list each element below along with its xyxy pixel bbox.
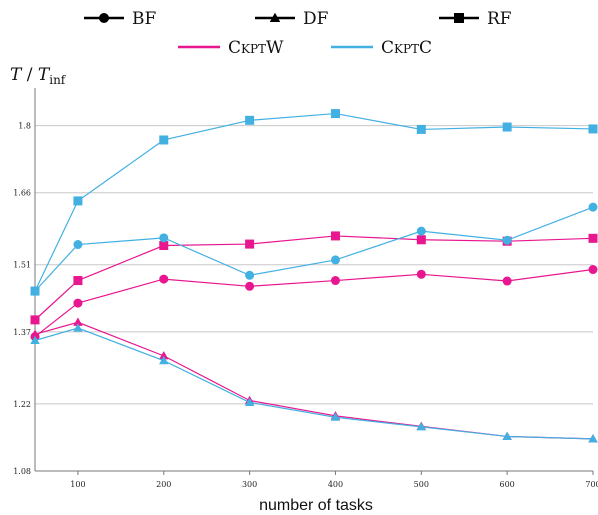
series-ckptc-bf	[30, 202, 598, 296]
data-point	[330, 109, 340, 119]
legend-item-ckptw: CkptW	[178, 38, 284, 58]
data-point	[588, 202, 598, 212]
series	[30, 109, 598, 443]
data-point	[73, 323, 83, 332]
series-line	[34, 206, 594, 292]
legend-item-ckptc: CkptC	[331, 38, 432, 58]
data-point	[245, 270, 255, 280]
data-point	[245, 115, 255, 125]
y-axis-label: T / Tinf	[10, 65, 67, 87]
data-point	[502, 276, 512, 286]
series-ckptc-df	[30, 323, 598, 443]
legend-item-bf: BF	[84, 9, 156, 29]
data-point	[73, 276, 83, 286]
legend-item-rf: RF	[439, 9, 512, 29]
data-point	[330, 255, 340, 265]
legend-item-df: DF	[255, 9, 329, 29]
y-axis-label-base: T	[38, 65, 51, 85]
data-point	[588, 124, 598, 134]
data-point	[244, 397, 255, 406]
legend-label: RF	[487, 9, 512, 29]
x-tick-label: 600	[500, 480, 515, 489]
series-ckptc-rf	[30, 109, 598, 296]
legend-label: CkptC	[381, 38, 432, 58]
data-point	[330, 276, 340, 286]
data-point	[330, 231, 340, 241]
data-point	[30, 335, 40, 345]
data-point	[330, 412, 341, 421]
y-axis-label-main: T	[10, 65, 23, 85]
x-tick-labels: 100 200 300 400 500 600 700	[70, 480, 598, 489]
legend: BF DF RF CkptW CkptC	[84, 9, 512, 58]
data-point	[30, 315, 40, 325]
data-point	[159, 241, 169, 251]
legend-label: BF	[132, 9, 156, 29]
data-point	[245, 281, 255, 291]
data-point	[416, 235, 426, 245]
grid	[35, 125, 593, 405]
series-line	[34, 327, 594, 440]
y-tick-label: 1.22	[13, 400, 31, 409]
data-point	[588, 434, 598, 443]
legend-label: DF	[303, 9, 329, 29]
data-point	[416, 124, 426, 134]
data-point	[416, 226, 426, 236]
data-point	[588, 233, 598, 243]
x-tick-label: 200	[156, 480, 171, 489]
data-point	[73, 317, 83, 326]
x-axis-label: number of tasks	[259, 497, 373, 514]
data-point	[73, 240, 83, 250]
data-point	[159, 233, 169, 243]
data-point	[416, 422, 427, 431]
data-point	[99, 13, 109, 23]
data-point	[30, 286, 40, 296]
y-tick-label: 1.51	[13, 261, 31, 270]
data-point	[502, 122, 512, 132]
series-line	[34, 321, 594, 440]
series-ckptw-rf	[30, 231, 598, 325]
data-point	[159, 135, 169, 145]
data-point	[269, 12, 281, 22]
legend-label: CkptW	[228, 38, 284, 58]
series-line	[34, 112, 594, 292]
x-tick-label: 400	[328, 480, 343, 489]
data-point	[73, 298, 83, 308]
x-tick-label: 700	[585, 480, 598, 489]
series-ckptw-df	[30, 317, 598, 443]
data-point	[30, 329, 40, 338]
y-tick-label: 1.66	[13, 189, 31, 198]
y-tick-label: 1.08	[13, 467, 31, 476]
data-point	[245, 239, 255, 249]
y-axis-label-sub: inf	[49, 73, 67, 87]
axes	[34, 88, 594, 475]
y-axis-label-sep: /	[21, 65, 38, 85]
data-point	[454, 13, 464, 23]
x-tick-label: 100	[70, 480, 85, 489]
data-point	[159, 274, 169, 284]
y-tick-label: 1.8	[18, 122, 31, 131]
data-point	[159, 351, 169, 360]
data-point	[416, 269, 426, 279]
x-tick-label: 500	[414, 480, 429, 489]
data-point	[159, 355, 169, 365]
data-point	[73, 196, 83, 206]
data-point	[588, 265, 598, 275]
data-point	[502, 235, 512, 245]
x-tick-label: 300	[242, 480, 257, 489]
y-tick-labels: 1.08 1.22 1.37 1.51 1.66 1.8	[13, 122, 31, 476]
series-line	[34, 268, 594, 338]
y-tick-label: 1.37	[13, 328, 31, 337]
series-ckptw-bf	[30, 265, 598, 342]
data-point	[502, 431, 512, 441]
series-line	[34, 235, 594, 321]
